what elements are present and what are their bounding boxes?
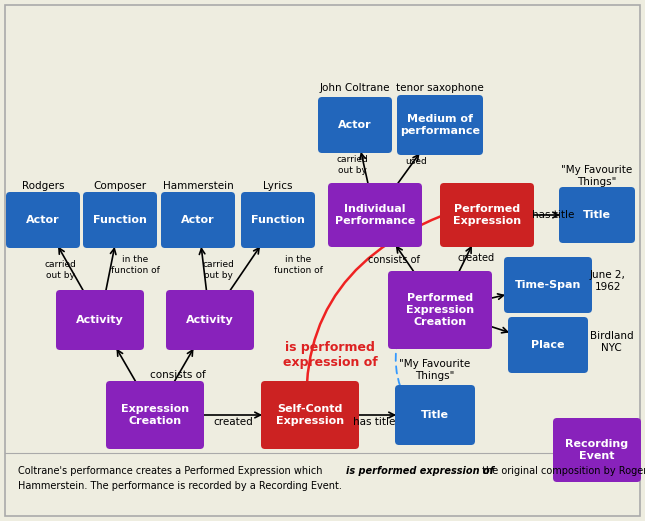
FancyBboxPatch shape [261,381,359,449]
Text: Title: Title [583,210,611,220]
Text: used: used [405,157,427,167]
FancyBboxPatch shape [395,385,475,445]
Text: consists of: consists of [368,255,420,265]
FancyBboxPatch shape [508,317,588,373]
FancyBboxPatch shape [83,192,157,248]
FancyBboxPatch shape [440,183,534,247]
Text: Place: Place [531,340,565,350]
Text: Actor: Actor [181,215,215,225]
FancyBboxPatch shape [161,192,235,248]
Text: Hammerstein: Hammerstein [163,181,233,191]
FancyBboxPatch shape [553,418,641,482]
FancyBboxPatch shape [504,257,592,313]
Text: in the
function of: in the function of [273,255,322,275]
Text: June 2,
1962: June 2, 1962 [590,270,626,292]
Text: Hammerstein. The performance is recorded by a Recording Event.: Hammerstein. The performance is recorded… [18,481,342,491]
Text: Actor: Actor [338,120,372,130]
Text: Medium of
performance: Medium of performance [400,114,480,136]
Text: tenor saxophone: tenor saxophone [396,83,484,93]
Text: "My Favourite
Things": "My Favourite Things" [561,165,633,187]
Text: Function: Function [251,215,305,225]
Text: Recording
Event: Recording Event [566,439,629,461]
FancyBboxPatch shape [241,192,315,248]
Text: in the
function of: in the function of [110,255,159,275]
Text: Actor: Actor [26,215,60,225]
Text: Lyrics: Lyrics [263,181,293,191]
FancyBboxPatch shape [388,271,492,349]
Text: Self-Contd
Expression: Self-Contd Expression [276,404,344,426]
Text: consists of: consists of [150,370,206,380]
Text: John Coltrane: John Coltrane [320,83,390,93]
Text: Birdland
NYC: Birdland NYC [590,331,633,353]
Text: the original composition by Rogers &: the original composition by Rogers & [479,466,645,476]
Text: has title: has title [353,417,395,427]
Text: Activity: Activity [76,315,124,325]
Text: carried
out by: carried out by [336,155,368,175]
FancyBboxPatch shape [397,95,483,155]
Text: is performed
expression of: is performed expression of [283,341,377,369]
Text: Performed
Expression: Performed Expression [453,204,521,226]
Text: created: created [213,417,253,427]
Text: Activity: Activity [186,315,234,325]
FancyBboxPatch shape [56,290,144,350]
Text: Performed
Expression
Creation: Performed Expression Creation [406,293,474,327]
FancyBboxPatch shape [559,187,635,243]
Text: Title: Title [421,410,449,420]
FancyBboxPatch shape [166,290,254,350]
FancyBboxPatch shape [328,183,422,247]
Text: carried
out by: carried out by [202,260,234,280]
FancyBboxPatch shape [6,192,80,248]
Text: Expression
Creation: Expression Creation [121,404,189,426]
Text: Function: Function [93,215,147,225]
Text: Composer: Composer [94,181,146,191]
Text: "My Favourite
Things": "My Favourite Things" [399,359,471,381]
Text: created: created [457,253,495,263]
Text: has title: has title [532,210,574,220]
FancyBboxPatch shape [106,381,204,449]
Text: is performed expression of: is performed expression of [346,466,494,476]
Text: Time-Span: Time-Span [515,280,581,290]
Text: Coltrane's performance creates a Performed Expression which: Coltrane's performance creates a Perform… [18,466,326,476]
Text: Individual
Performance: Individual Performance [335,204,415,226]
Text: Rodgers: Rodgers [22,181,64,191]
Text: carried
out by: carried out by [44,260,76,280]
FancyBboxPatch shape [318,97,392,153]
